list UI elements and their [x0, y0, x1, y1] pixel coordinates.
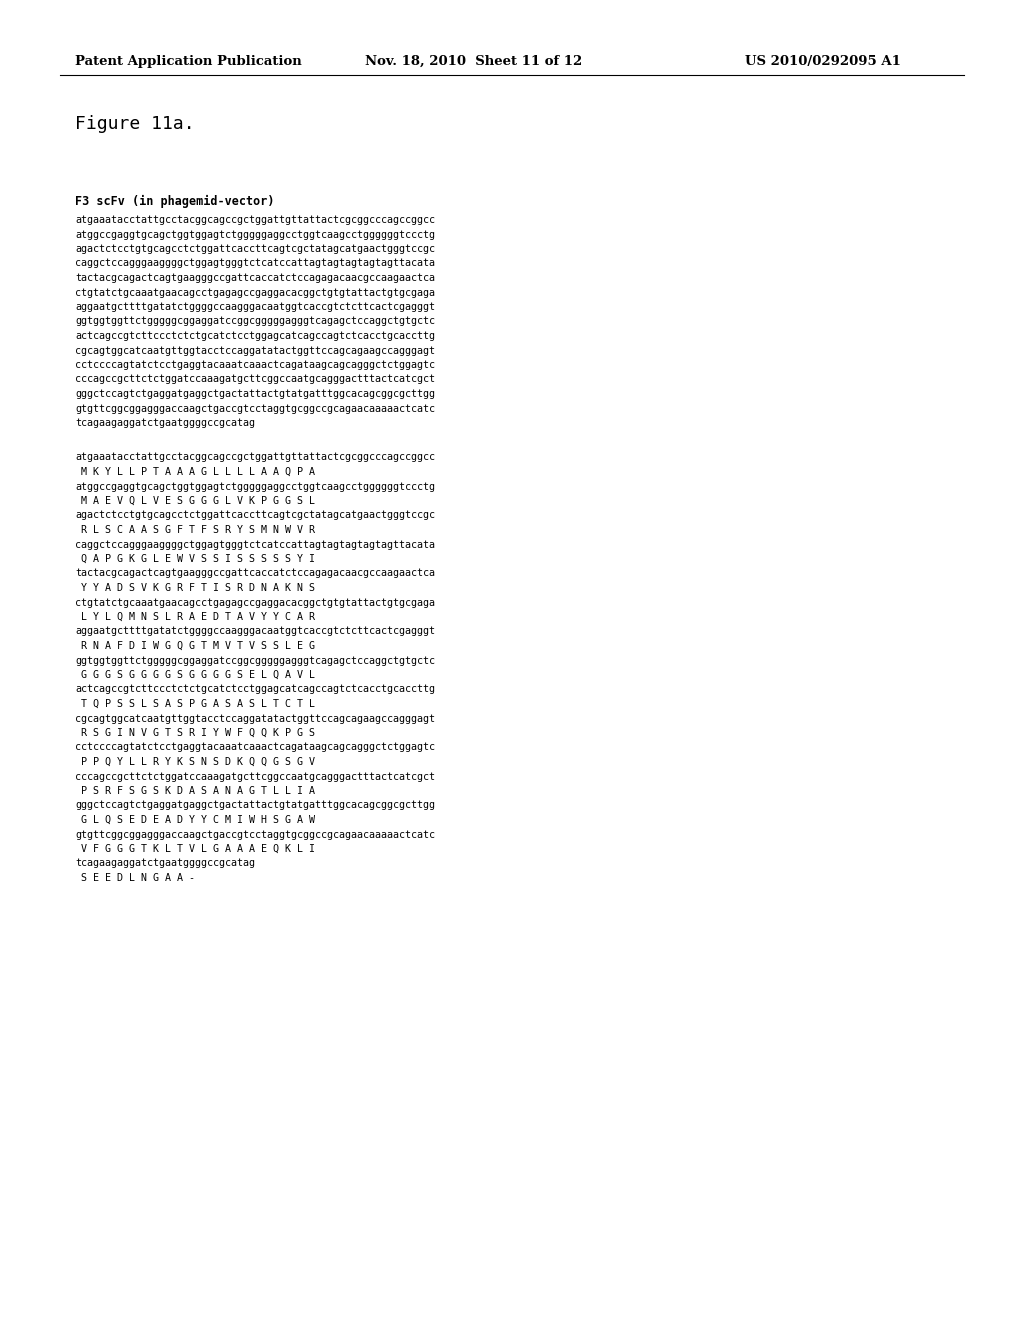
Text: gggctccagtctgaggatgaggctgactattactgtatgatttggcacagcggcgcttgg: gggctccagtctgaggatgaggctgactattactgtatga… — [75, 389, 435, 399]
Text: ggtggtggttctgggggcggaggatccggcgggggagggtcagagctccaggctgtgctc: ggtggtggttctgggggcggaggatccggcgggggagggt… — [75, 317, 435, 326]
Text: S E E D L N G A A -: S E E D L N G A A - — [75, 873, 195, 883]
Text: T Q P S S L S A S P G A S A S L T C T L: T Q P S S L S A S P G A S A S L T C T L — [75, 700, 315, 709]
Text: M A E V Q L V E S G G G L V K P G G S L: M A E V Q L V E S G G G L V K P G G S L — [75, 496, 315, 506]
Text: G G G S G G G G S G G G G S E L Q A V L: G G G S G G G G S G G G G S E L Q A V L — [75, 671, 315, 680]
Text: US 2010/0292095 A1: US 2010/0292095 A1 — [745, 55, 901, 69]
Text: cgcagtggcatcaatgttggtacctccaggatatactggttccagcagaagccagggagt: cgcagtggcatcaatgttggtacctccaggatatactggt… — [75, 346, 435, 355]
Text: ctgtatctgcaaatgaacagcctgagagccgaggacacggctgtgtattactgtgcgaga: ctgtatctgcaaatgaacagcctgagagccgaggacacgg… — [75, 598, 435, 607]
Text: aggaatgcttttgatatctggggccaagggacaatggtcaccgtctcttcactcgagggt: aggaatgcttttgatatctggggccaagggacaatggtca… — [75, 627, 435, 636]
Text: aggaatgcttttgatatctggggccaagggacaatggtcaccgtctcttcactcgagggt: aggaatgcttttgatatctggggccaagggacaatggtca… — [75, 302, 435, 312]
Text: actcagccgtcttccctctctgcatctcctggagcatcagccagtctcacctgcaccttg: actcagccgtcttccctctctgcatctcctggagcatcag… — [75, 331, 435, 341]
Text: cctccccagtatctcctgaggtacaaatcaaactcagataagcagcagggctctggagtc: cctccccagtatctcctgaggtacaaatcaaactcagata… — [75, 360, 435, 370]
Text: ctgtatctgcaaatgaacagcctgagagccgaggacacggctgtgtattactgtgcgaga: ctgtatctgcaaatgaacagcctgagagccgaggacacgg… — [75, 288, 435, 297]
Text: cccagccgcttctctggatccaaagatgcttcggccaatgcagggactttactcatcgct: cccagccgcttctctggatccaaagatgcttcggccaatg… — [75, 771, 435, 781]
Text: agactctcctgtgcagcctctggattcaccttcagtcgctatagcatgaactgggtccgc: agactctcctgtgcagcctctggattcaccttcagtcgct… — [75, 244, 435, 253]
Text: tactacgcagactcagtgaagggccgattcaccatctccagagacaacgccaagaactca: tactacgcagactcagtgaagggccgattcaccatctcca… — [75, 273, 435, 282]
Text: gggctccagtctgaggatgaggctgactattactgtatgatttggcacagcggcgcttgg: gggctccagtctgaggatgaggctgactattactgtatga… — [75, 800, 435, 810]
Text: Nov. 18, 2010  Sheet 11 of 12: Nov. 18, 2010 Sheet 11 of 12 — [365, 55, 583, 69]
Text: atggccgaggtgcagctggtggagtctgggggaggcctggtcaagcctggggggtccctg: atggccgaggtgcagctggtggagtctgggggaggcctgg… — [75, 230, 435, 239]
Text: atgaaatacctattgcctacggcagccgctggattgttattactcgcggcccagccggcc: atgaaatacctattgcctacggcagccgctggattgttat… — [75, 453, 435, 462]
Text: Y Y A D S V K G R F T I S R D N A K N S: Y Y A D S V K G R F T I S R D N A K N S — [75, 583, 315, 593]
Text: actcagccgtcttccctctctgcatctcctggagcatcagccagtctcacctgcaccttg: actcagccgtcttccctctctgcatctcctggagcatcag… — [75, 685, 435, 694]
Text: tcagaagaggatctgaatggggccgcatag: tcagaagaggatctgaatggggccgcatag — [75, 858, 255, 869]
Text: ggtggtggttctgggggcggaggatccggcgggggagggtcagagctccaggctgtgctc: ggtggtggttctgggggcggaggatccggcgggggagggt… — [75, 656, 435, 665]
Text: cgcagtggcatcaatgttggtacctccaggatatactggttccagcagaagccagggagt: cgcagtggcatcaatgttggtacctccaggatatactggt… — [75, 714, 435, 723]
Text: gtgttcggcggagggaccaagctgaccgtcctaggtgcggccgcagaacaaaaactcatc: gtgttcggcggagggaccaagctgaccgtcctaggtgcgg… — [75, 404, 435, 413]
Text: tactacgcagactcagtgaagggccgattcaccatctccagagacaacgccaagaactca: tactacgcagactcagtgaagggccgattcaccatctcca… — [75, 569, 435, 578]
Text: P S R F S G S K D A S A N A G T L L I A: P S R F S G S K D A S A N A G T L L I A — [75, 785, 315, 796]
Text: Q A P G K G L E W V S S I S S S S S Y I: Q A P G K G L E W V S S I S S S S S Y I — [75, 554, 315, 564]
Text: F3 scFv (in phagemid-vector): F3 scFv (in phagemid-vector) — [75, 195, 274, 209]
Text: R S G I N V G T S R I Y W F Q Q K P G S: R S G I N V G T S R I Y W F Q Q K P G S — [75, 729, 315, 738]
Text: tcagaagaggatctgaatggggccgcatag: tcagaagaggatctgaatggggccgcatag — [75, 418, 255, 428]
Text: atggccgaggtgcagctggtggagtctgggggaggcctggtcaagcctggggggtccctg: atggccgaggtgcagctggtggagtctgggggaggcctgg… — [75, 482, 435, 491]
Text: agactctcctgtgcagcctctggattcaccttcagtcgctatagcatgaactgggtccgc: agactctcctgtgcagcctctggattcaccttcagtcgct… — [75, 511, 435, 520]
Text: R L S C A A S G F T F S R Y S M N W V R: R L S C A A S G F T F S R Y S M N W V R — [75, 525, 315, 535]
Text: V F G G G T K L T V L G A A A E Q K L I: V F G G G T K L T V L G A A A E Q K L I — [75, 843, 315, 854]
Text: caggctccagggaaggggctggagtgggtctcatccattagtagtagtagtagttacata: caggctccagggaaggggctggagtgggtctcatccatta… — [75, 259, 435, 268]
Text: gtgttcggcggagggaccaagctgaccgtcctaggtgcggccgcagaacaaaaactcatc: gtgttcggcggagggaccaagctgaccgtcctaggtgcgg… — [75, 829, 435, 840]
Text: P P Q Y L L R Y K S N S D K Q Q G S G V: P P Q Y L L R Y K S N S D K Q Q G S G V — [75, 756, 315, 767]
Text: G L Q S E D E A D Y Y C M I W H S G A W: G L Q S E D E A D Y Y C M I W H S G A W — [75, 814, 315, 825]
Text: atgaaatacctattgcctacggcagccgctggattgttattactcgcggcccagccggcc: atgaaatacctattgcctacggcagccgctggattgttat… — [75, 215, 435, 224]
Text: Figure 11a.: Figure 11a. — [75, 115, 195, 133]
Text: Patent Application Publication: Patent Application Publication — [75, 55, 302, 69]
Text: R N A F D I W G Q G T M V T V S S L E G: R N A F D I W G Q G T M V T V S S L E G — [75, 642, 315, 651]
Text: caggctccagggaaggggctggagtgggtctcatccattagtagtagtagtagttacata: caggctccagggaaggggctggagtgggtctcatccatta… — [75, 540, 435, 549]
Text: M K Y L L P T A A A G L L L L A A Q P A: M K Y L L P T A A A G L L L L A A Q P A — [75, 467, 315, 477]
Text: L Y L Q M N S L R A E D T A V Y Y C A R: L Y L Q M N S L R A E D T A V Y Y C A R — [75, 612, 315, 622]
Text: cccagccgcttctctggatccaaagatgcttcggccaatgcagggactttactcatcgct: cccagccgcttctctggatccaaagatgcttcggccaatg… — [75, 375, 435, 384]
Text: cctccccagtatctcctgaggtacaaatcaaactcagataagcagcagggctctggagtc: cctccccagtatctcctgaggtacaaatcaaactcagata… — [75, 742, 435, 752]
